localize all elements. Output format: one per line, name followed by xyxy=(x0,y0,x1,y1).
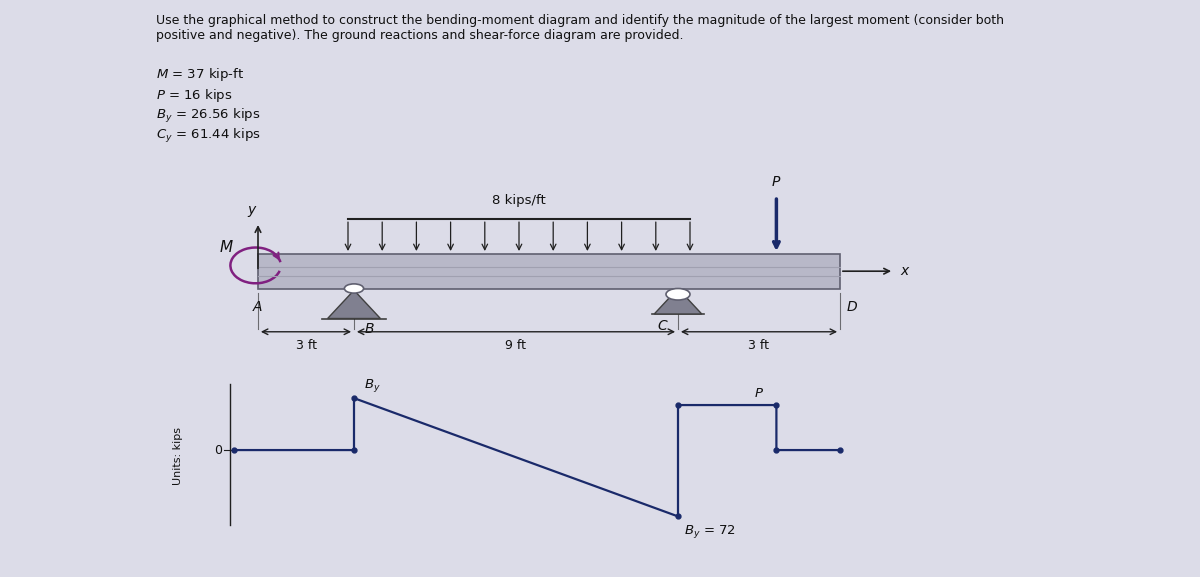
Text: $P$ = 16 kips: $P$ = 16 kips xyxy=(156,87,233,103)
Text: $P$: $P$ xyxy=(772,175,781,189)
Text: $C$: $C$ xyxy=(656,319,668,332)
Text: $B_y$: $B_y$ xyxy=(364,377,380,394)
Text: $C_y$ = 61.44 kips: $C_y$ = 61.44 kips xyxy=(156,127,260,145)
Text: $P$: $P$ xyxy=(755,387,764,400)
Polygon shape xyxy=(328,290,380,319)
Text: 0: 0 xyxy=(214,444,222,456)
Text: $A$: $A$ xyxy=(252,300,264,314)
Circle shape xyxy=(666,288,690,300)
Text: 9 ft: 9 ft xyxy=(505,339,527,352)
Text: $D$: $D$ xyxy=(846,300,858,314)
Text: Use the graphical method to construct the bending-moment diagram and identify th: Use the graphical method to construct th… xyxy=(156,14,1004,28)
Text: 3 ft: 3 ft xyxy=(749,339,769,352)
Text: Units: kips: Units: kips xyxy=(173,427,182,485)
Text: $B_y$ = 72: $B_y$ = 72 xyxy=(684,523,736,540)
Polygon shape xyxy=(654,288,702,314)
Text: $B$: $B$ xyxy=(364,322,374,336)
Text: $M$ = 37 kip-ft: $M$ = 37 kip-ft xyxy=(156,66,244,83)
Text: 8 kips/ft: 8 kips/ft xyxy=(492,193,546,207)
Text: positive and negative). The ground reactions and shear-force diagram are provide: positive and negative). The ground react… xyxy=(156,29,684,42)
Circle shape xyxy=(344,284,364,293)
Text: 3 ft: 3 ft xyxy=(295,339,317,352)
Text: $B_y$ = 26.56 kips: $B_y$ = 26.56 kips xyxy=(156,107,260,125)
Bar xyxy=(258,254,840,288)
Text: $y$: $y$ xyxy=(247,204,257,219)
Text: $M$: $M$ xyxy=(220,239,234,255)
Text: $x$: $x$ xyxy=(900,264,911,278)
